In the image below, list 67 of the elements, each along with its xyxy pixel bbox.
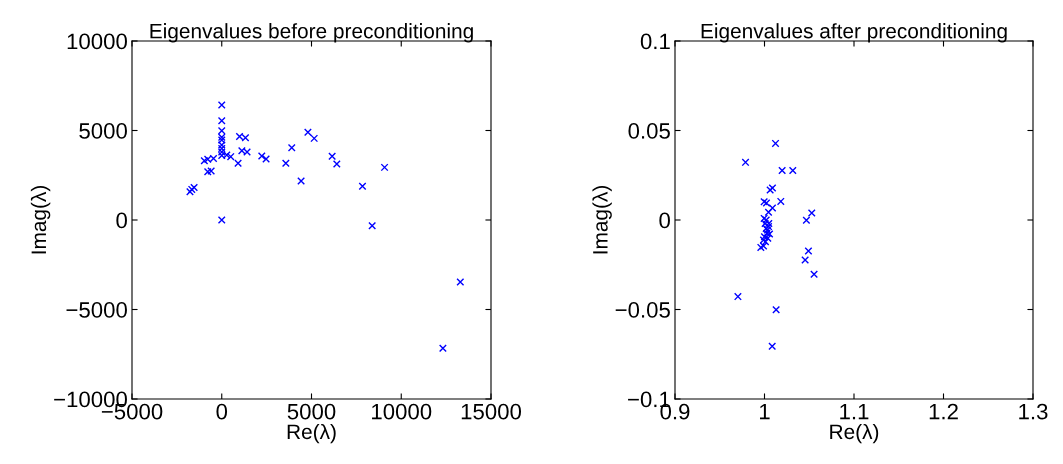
point bbox=[768, 204, 777, 212]
point bbox=[801, 255, 810, 264]
point bbox=[297, 177, 306, 185]
point bbox=[763, 234, 772, 243]
point bbox=[190, 183, 199, 192]
point bbox=[217, 116, 226, 125]
point bbox=[456, 277, 465, 286]
point bbox=[804, 247, 813, 255]
point bbox=[257, 151, 266, 160]
point bbox=[380, 163, 389, 172]
x-axis-title: Re(λ) bbox=[287, 423, 336, 444]
point bbox=[741, 158, 750, 167]
point bbox=[203, 167, 212, 176]
point bbox=[776, 197, 785, 206]
point bbox=[810, 270, 819, 279]
point bbox=[438, 344, 447, 353]
x-tick-label: 15000 bbox=[461, 403, 522, 420]
point bbox=[802, 216, 811, 225]
point bbox=[772, 305, 781, 314]
x-tick-label: 1 bbox=[760, 403, 770, 420]
point bbox=[310, 134, 319, 143]
point bbox=[217, 141, 226, 149]
y-tick-label: −5000 bbox=[66, 302, 127, 318]
point bbox=[217, 126, 226, 135]
y-axis-title: Imag(λ) bbox=[30, 185, 51, 254]
point bbox=[368, 221, 377, 230]
y-tick-label: 0.05 bbox=[628, 123, 670, 139]
y-axis-title: Imag(λ) bbox=[592, 185, 612, 254]
point bbox=[217, 216, 226, 224]
x-axis-title: Re(λ) bbox=[830, 423, 879, 444]
point bbox=[766, 186, 775, 195]
x-tick-label: 10000 bbox=[372, 403, 432, 420]
point bbox=[328, 152, 337, 161]
point bbox=[768, 342, 777, 351]
point bbox=[287, 143, 296, 152]
y-tick-label: 0 bbox=[116, 212, 127, 229]
point bbox=[733, 292, 742, 301]
point bbox=[281, 159, 290, 168]
chart-title: Eigenvalues after preconditioning bbox=[701, 23, 1007, 43]
point bbox=[217, 101, 226, 110]
point bbox=[788, 166, 797, 175]
point bbox=[217, 133, 226, 142]
point bbox=[768, 184, 777, 192]
point bbox=[234, 159, 243, 168]
point bbox=[332, 160, 341, 168]
point bbox=[217, 136, 226, 144]
x-tick-label: 1.3 bbox=[1019, 403, 1048, 420]
x-tick-label: 1.1 bbox=[840, 403, 869, 420]
point bbox=[778, 166, 787, 175]
point bbox=[807, 209, 816, 217]
point bbox=[207, 167, 216, 175]
point bbox=[771, 139, 780, 148]
x-tick-label: 0 bbox=[216, 403, 228, 420]
point bbox=[764, 208, 773, 217]
chart-title: Eigenvalues before preconditioning bbox=[150, 23, 473, 43]
y-tick-label: −0.05 bbox=[615, 302, 670, 318]
y-tick-label: 0 bbox=[659, 212, 670, 229]
point bbox=[358, 182, 367, 191]
y-tick-label: 5000 bbox=[79, 123, 127, 139]
x-tick-label: 1.2 bbox=[929, 403, 958, 420]
point bbox=[262, 155, 271, 163]
point bbox=[756, 243, 765, 252]
y-tick-label: 0.1 bbox=[640, 33, 670, 50]
y-tick-label: 10000 bbox=[67, 33, 127, 50]
x-tick-label: 5000 bbox=[287, 403, 336, 420]
point bbox=[759, 242, 768, 250]
point bbox=[303, 128, 312, 137]
